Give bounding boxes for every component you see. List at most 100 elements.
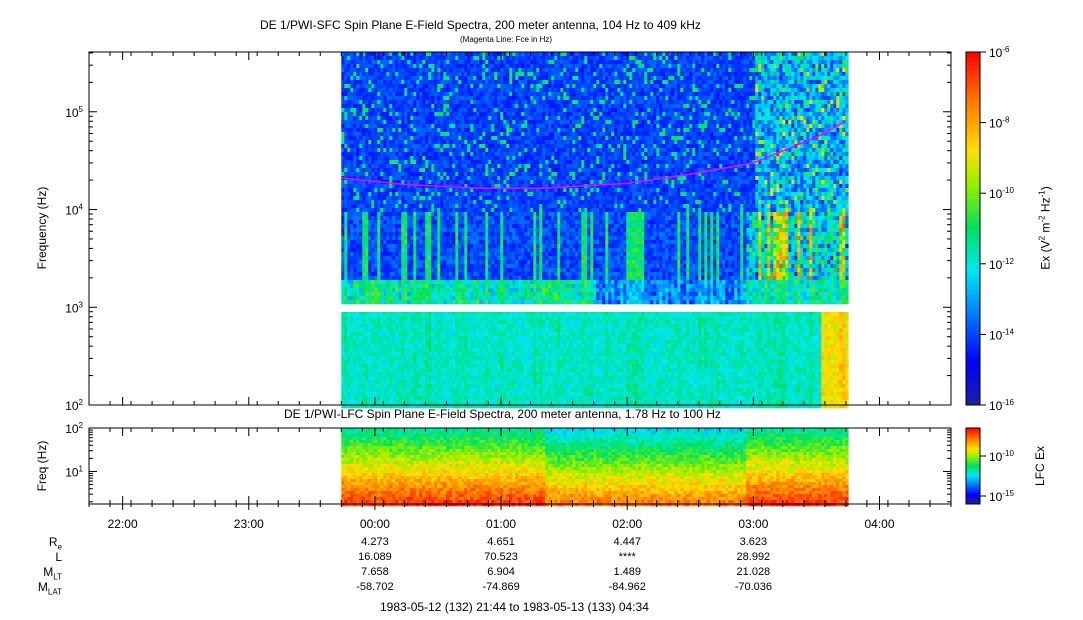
sfc-spectrogram-cell bbox=[347, 152, 350, 156]
sfc-spectrogram-cell bbox=[455, 252, 458, 256]
sfc-spectrogram-cell bbox=[344, 220, 347, 224]
sfc-spectrogram-cell bbox=[476, 268, 479, 272]
sfc-spectrogram-cell bbox=[386, 132, 389, 136]
sfc-spectrogram-cell bbox=[461, 352, 464, 356]
sfc-spectrogram-cell bbox=[440, 364, 443, 368]
sfc-spectrogram-cell bbox=[473, 372, 476, 376]
sfc-spectrogram-cell bbox=[398, 92, 401, 96]
sfc-spectrogram-cell bbox=[494, 288, 497, 292]
sfc-spectrogram-cell bbox=[488, 276, 491, 280]
sfc-spectrogram-cell bbox=[509, 140, 512, 144]
sfc-spectrogram-cell bbox=[488, 300, 491, 304]
sfc-spectrogram-cell bbox=[440, 176, 443, 180]
sfc-spectrogram-cell bbox=[443, 56, 446, 60]
sfc-spectrogram-cell bbox=[410, 264, 413, 268]
sfc-spectrogram-cell bbox=[353, 56, 356, 60]
sfc-spectrogram-cell bbox=[446, 336, 449, 340]
sfc-spectrogram-cell bbox=[434, 164, 437, 168]
sfc-spectrogram-cell bbox=[416, 68, 419, 72]
sfc-spectrogram-cell bbox=[419, 372, 422, 376]
sfc-spectrogram-cell bbox=[479, 320, 482, 324]
sfc-spectrogram-cell bbox=[398, 152, 401, 156]
sfc-spectrogram-cell bbox=[428, 340, 431, 344]
sfc-spectrogram-cell bbox=[398, 356, 401, 360]
sfc-spectrogram-cell bbox=[476, 220, 479, 224]
sfc-spectrogram-cell bbox=[407, 272, 410, 276]
sfc-spectrogram-cell bbox=[482, 228, 485, 232]
sfc-spectrogram-cell bbox=[413, 196, 416, 200]
sfc-spectrogram-cell bbox=[344, 180, 347, 184]
sfc-spectrogram-cell bbox=[413, 272, 416, 276]
sfc-spectrogram-cell bbox=[503, 172, 506, 176]
sfc-spectrogram-cell bbox=[422, 192, 425, 196]
sfc-spectrogram-cell bbox=[359, 208, 362, 212]
sfc-spectrogram-cell bbox=[389, 360, 392, 364]
sfc-spectrogram-cell bbox=[392, 120, 395, 124]
sfc-spectrogram-cell bbox=[437, 196, 440, 200]
sfc-spectrogram-cell bbox=[368, 300, 371, 304]
sfc-spectrogram-cell bbox=[380, 324, 383, 328]
sfc-spectrogram-cell bbox=[440, 52, 443, 56]
sfc-spectrogram-cell bbox=[407, 204, 410, 208]
sfc-spectrogram-cell bbox=[473, 276, 476, 280]
sfc-spectrogram-cell bbox=[461, 100, 464, 104]
sfc-spectrogram-cell bbox=[446, 156, 449, 160]
sfc-spectrogram-cell bbox=[428, 180, 431, 184]
sfc-spectrogram-cell bbox=[497, 64, 500, 68]
sfc-spectrogram-cell bbox=[458, 280, 461, 284]
sfc-spectrogram-cell bbox=[359, 360, 362, 364]
sfc-spectrogram-cell bbox=[392, 116, 395, 120]
sfc-spectrogram-cell bbox=[365, 220, 368, 224]
sfc-spectrogram-cell bbox=[404, 124, 407, 128]
sfc-spectrogram-cell bbox=[482, 68, 485, 72]
sfc-spectrogram-cell bbox=[347, 352, 350, 356]
sfc-spectrogram-cell bbox=[341, 164, 344, 168]
sfc-spectrogram-cell bbox=[503, 388, 506, 392]
sfc-spectrogram-cell bbox=[464, 96, 467, 100]
sfc-spectrogram-cell bbox=[353, 240, 356, 244]
sfc-spectrogram-cell bbox=[374, 152, 377, 156]
sfc-spectrogram-cell bbox=[341, 216, 344, 220]
sfc-spectrogram-cell bbox=[368, 112, 371, 116]
sfc-spectrogram-cell bbox=[425, 216, 428, 220]
sfc-spectrogram-cell bbox=[398, 228, 401, 232]
sfc-spectrogram-cell bbox=[500, 336, 503, 340]
sfc-spectrogram-cell bbox=[473, 364, 476, 368]
sfc-spectrogram-cell bbox=[512, 60, 515, 64]
sfc-spectrogram-cell bbox=[341, 232, 344, 236]
sfc-spectrogram-cell bbox=[446, 172, 449, 176]
sfc-spectrogram-cell bbox=[407, 400, 410, 404]
sfc-spectrogram-cell bbox=[446, 352, 449, 356]
sfc-spectrogram-cell bbox=[341, 116, 344, 120]
sfc-spectrogram-cell bbox=[506, 192, 509, 196]
sfc-spectrogram-cell bbox=[449, 232, 452, 236]
sfc-spectrogram-cell bbox=[377, 108, 380, 112]
sfc-spectrogram-cell bbox=[470, 84, 473, 88]
sfc-spectrogram-cell bbox=[359, 152, 362, 156]
sfc-spectrogram-cell bbox=[509, 64, 512, 68]
sfc-spectrogram-cell bbox=[503, 380, 506, 384]
sfc-spectrogram-cell bbox=[446, 72, 449, 76]
sfc-spectrogram-cell bbox=[473, 244, 476, 248]
sfc-spectrogram-cell bbox=[494, 80, 497, 84]
sfc-spectrogram-cell bbox=[359, 112, 362, 116]
sfc-spectrogram-cell bbox=[359, 372, 362, 376]
sfc-spectrogram-cell bbox=[440, 292, 443, 296]
sfc-spectrogram-cell bbox=[377, 64, 380, 68]
sfc-spectrogram-cell bbox=[353, 120, 356, 124]
sfc-spectrogram-cell bbox=[446, 192, 449, 196]
sfc-spectrogram-cell bbox=[395, 348, 398, 352]
sfc-spectrogram-cell bbox=[371, 284, 374, 288]
sfc-spectrogram-cell bbox=[425, 388, 428, 392]
sfc-spectrogram-cell bbox=[419, 128, 422, 132]
sfc-spectrogram-cell bbox=[425, 236, 428, 240]
sfc-spectrogram-cell bbox=[506, 260, 509, 264]
sfc-spectrogram-cell bbox=[368, 332, 371, 336]
sfc-spectrogram-cell bbox=[467, 56, 470, 60]
sfc-spectrogram-cell bbox=[404, 360, 407, 364]
sfc-spectrogram-cell bbox=[440, 56, 443, 60]
sfc-spectrogram-cell bbox=[347, 400, 350, 404]
sfc-spectrogram-cell bbox=[422, 268, 425, 272]
sfc-spectrogram-cell bbox=[341, 124, 344, 128]
sfc-spectrogram-cell bbox=[419, 336, 422, 340]
